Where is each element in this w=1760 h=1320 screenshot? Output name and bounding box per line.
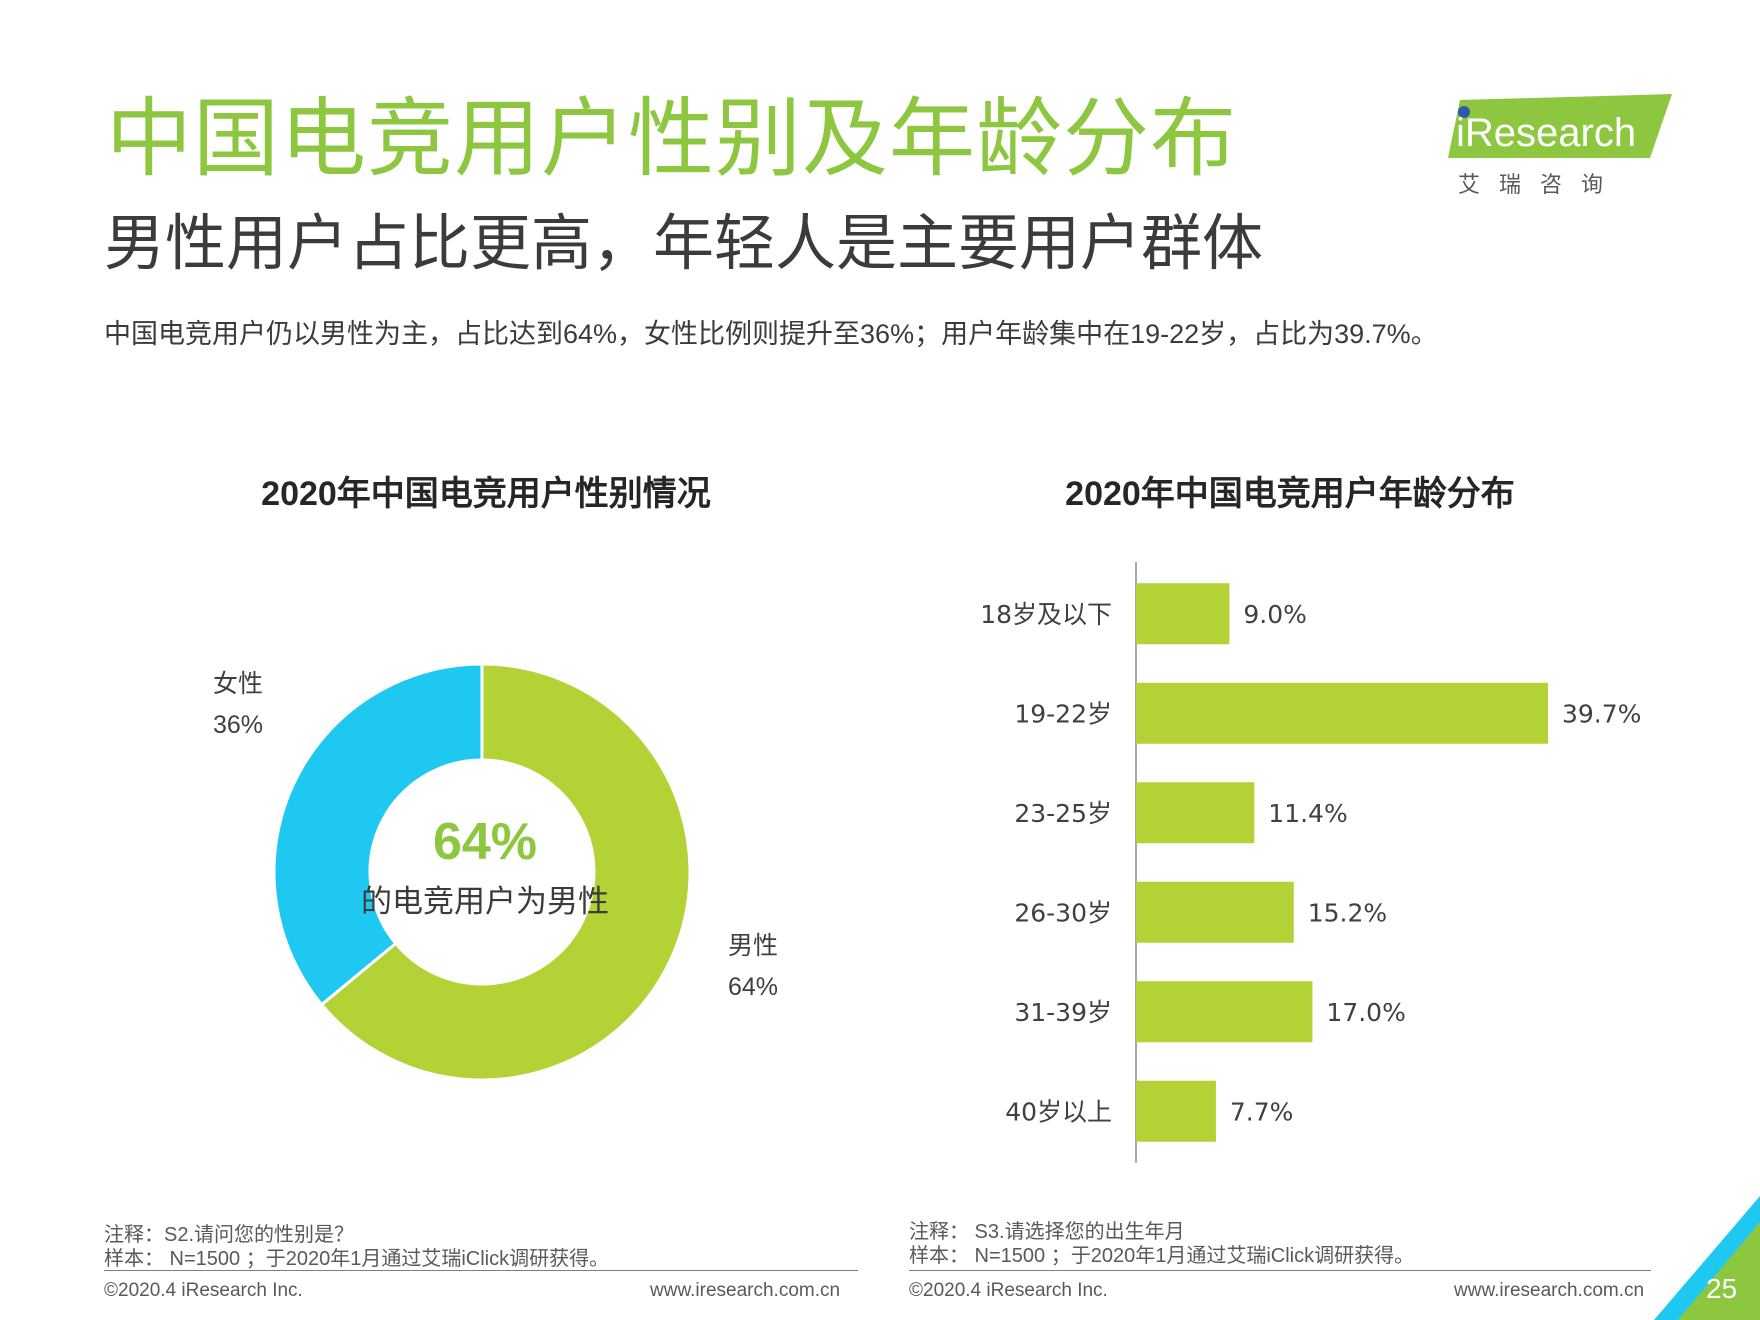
footer-url-left[interactable]: www.iresearch.com.cn: [650, 1280, 841, 1301]
age-category-label: 19-22岁: [1014, 699, 1112, 728]
female-label: 女性 36%: [213, 664, 263, 746]
age-value-label: 39.7%: [1562, 699, 1641, 728]
male-label-name: 男性: [728, 932, 779, 960]
age-bar: [1136, 583, 1230, 645]
gender-sample-text: 样本： N=1500 ；于2020年1月通过艾瑞iClick调研获得。: [104, 1248, 610, 1270]
age-sample-text: 样本： N=1500 ；于2020年1月通过艾瑞iClick调研获得。: [909, 1245, 1415, 1267]
age-value-label: 7.7%: [1230, 1097, 1294, 1126]
age-note-text: 注释： S3.请选择您的出生年月: [909, 1221, 1185, 1243]
donut-center-value: 64%: [432, 813, 538, 871]
footer-divider-left: [104, 1270, 858, 1271]
age-bar: [1136, 981, 1313, 1043]
gender-chart-title: 2020年中国电竞用户性别情况: [261, 475, 711, 513]
age-category-label: 18岁及以下: [980, 600, 1112, 629]
age-category-label: 40岁以上: [1005, 1097, 1112, 1126]
age-category-label: 23-25岁: [1014, 799, 1112, 828]
age-value-label: 11.4%: [1268, 799, 1347, 828]
male-label: 男性 64%: [728, 926, 778, 1008]
age-value-label: 17.0%: [1326, 998, 1405, 1027]
age-bar-chart: 18岁及以下 9.0% 19-22岁 39.7% 23-25岁 11.4% 26-30岁 15…: [980, 562, 1641, 1163]
gender-chart-notes: 注释：S2.请问您的性别是？ 样本： N=1500 ；于2020年1月通过艾瑞i…: [104, 1223, 609, 1271]
male-label-value: 64%: [728, 973, 779, 1001]
footer-divider-right: [909, 1270, 1651, 1271]
footer-url-right[interactable]: www.iresearch.com.cn: [1454, 1280, 1645, 1301]
page-corner-decoration: [1654, 1196, 1760, 1320]
age-value-label: 9.0%: [1243, 600, 1307, 629]
footer-copyright-left: ©2020.4 iResearch Inc.: [104, 1280, 303, 1301]
age-bar: [1136, 782, 1255, 844]
page-summary: 中国电竞用户仍以男性为主，占比达到64%，女性比例则提升至36%；用户年龄集中在…: [104, 319, 1438, 349]
age-bar: [1136, 682, 1548, 744]
gender-note-text: 注释：S2.请问您的性别是？: [104, 1224, 355, 1246]
age-value-label: 15.2%: [1308, 898, 1387, 927]
female-label-name: 女性: [213, 670, 264, 698]
female-label-value: 36%: [213, 711, 264, 739]
age-bar: [1136, 881, 1294, 943]
age-category-label: 31-39岁: [1014, 998, 1112, 1027]
page-title: 中国电竞用户性别及年龄分布: [106, 91, 1237, 187]
age-category-label: 26-30岁: [1014, 898, 1112, 927]
donut-slice-male: [319, 662, 692, 1082]
gender-donut-chart: [272, 662, 692, 1082]
age-bar: [1136, 1080, 1216, 1142]
footer-copyright-right: ©2020.4 iResearch Inc.: [909, 1280, 1108, 1301]
donut-center-caption: 的电竞用户为男性: [361, 884, 609, 919]
donut-slice-female: [272, 662, 484, 1007]
age-chart-title: 2020年中国电竞用户年龄分布: [1065, 475, 1515, 513]
logo-cn-text: 艾 瑞 咨 询: [1458, 173, 1609, 198]
page-subtitle: 男性用户占比更高，年轻人是主要用户群体: [104, 209, 1264, 277]
page-number: 25: [1706, 1273, 1738, 1304]
iresearch-logo: iResearch 艾 瑞 咨 询: [1448, 94, 1672, 198]
logo-brand-text: iResearch: [1456, 111, 1636, 155]
age-chart-notes: 注释： S3.请选择您的出生年月 样本： N=1500 ；于2020年1月通过艾…: [909, 1220, 1414, 1268]
